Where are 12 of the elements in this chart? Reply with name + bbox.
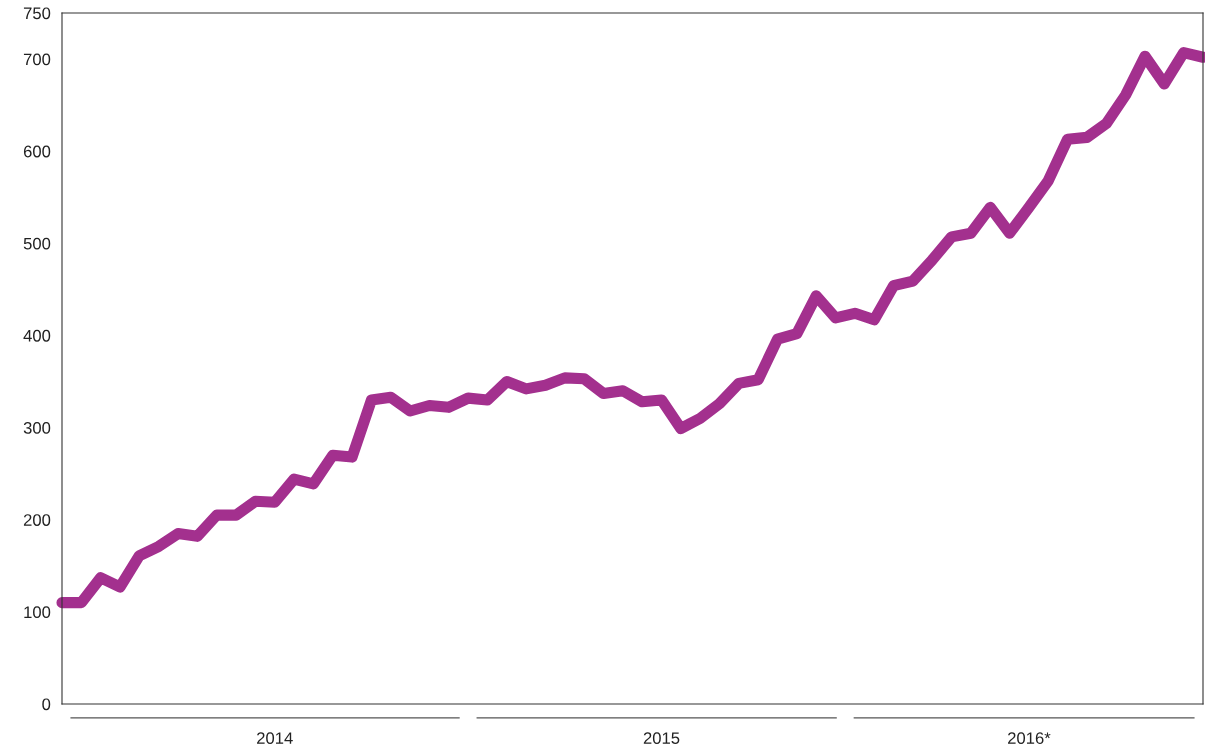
y-tick-label: 200 bbox=[23, 514, 51, 526]
y-tick-label: 500 bbox=[23, 237, 51, 250]
x-tick-label: 2015 bbox=[643, 732, 680, 745]
x-tick-label: 2014 bbox=[257, 732, 293, 745]
x-tick-label: 2016* bbox=[1008, 732, 1051, 745]
y-tick-label: 700 bbox=[23, 53, 51, 66]
y-tick-label: 600 bbox=[23, 145, 51, 158]
y-tick-label: 300 bbox=[23, 422, 51, 434]
y-tick-label: 750 bbox=[23, 7, 51, 20]
y-tick-label: 100 bbox=[24, 606, 51, 619]
y-tick-label: 400 bbox=[23, 329, 51, 342]
y-tick-label: 0 bbox=[42, 698, 51, 711]
